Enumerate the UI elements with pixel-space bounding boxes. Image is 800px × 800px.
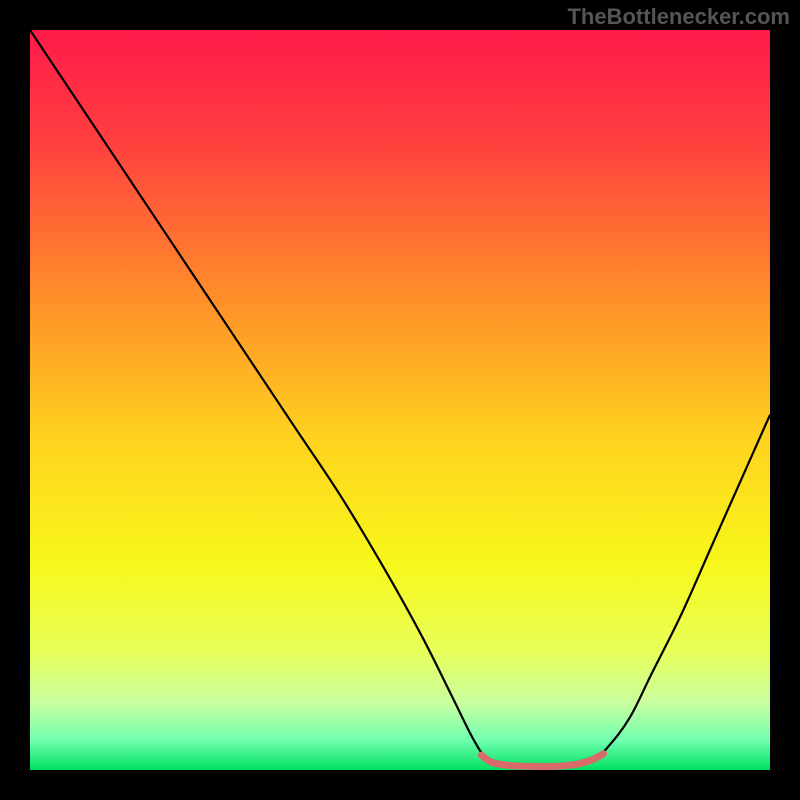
plot-svg [30, 30, 770, 770]
plot-area [30, 30, 770, 770]
watermark-text: TheBottlenecker.com [567, 4, 790, 30]
chart-container: TheBottlenecker.com [0, 0, 800, 800]
